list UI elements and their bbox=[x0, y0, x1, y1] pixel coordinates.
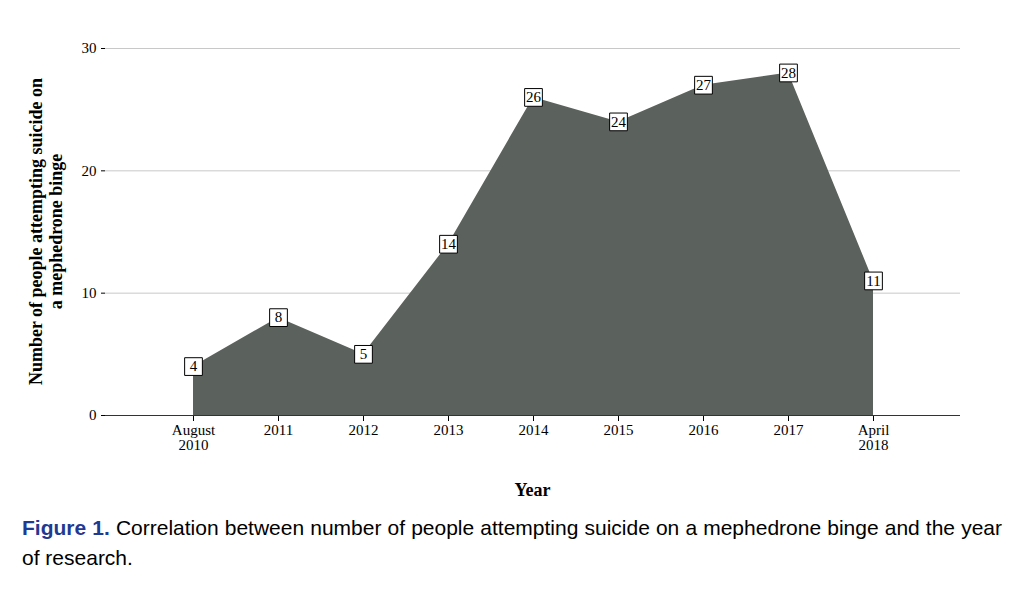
svg-text:Number of people attempting su: Number of people attempting suicide ona … bbox=[26, 78, 66, 385]
svg-text:4: 4 bbox=[190, 358, 198, 374]
svg-text:2015: 2015 bbox=[604, 422, 634, 438]
svg-text:5: 5 bbox=[360, 346, 368, 362]
svg-text:14: 14 bbox=[441, 236, 457, 252]
html-text:Figure 1. Correlation between: Figure 1. Correlation between number of … bbox=[22, 516, 1002, 569]
svg-text:August2010: August2010 bbox=[172, 422, 216, 453]
svg-text:Year: Year bbox=[515, 480, 551, 500]
svg-text:20: 20 bbox=[82, 163, 97, 179]
svg-text:April2018: April2018 bbox=[858, 422, 890, 453]
svg-text:27: 27 bbox=[696, 77, 712, 93]
svg-text:11: 11 bbox=[866, 273, 880, 289]
svg-text:24: 24 bbox=[611, 114, 627, 130]
svg-text:2014: 2014 bbox=[519, 422, 550, 438]
svg-text:2016: 2016 bbox=[689, 422, 720, 438]
svg-text:2013: 2013 bbox=[434, 422, 464, 438]
svg-text:2017: 2017 bbox=[774, 422, 805, 438]
svg-text:0: 0 bbox=[89, 407, 97, 423]
svg-text:8: 8 bbox=[275, 309, 283, 325]
svg-text:26: 26 bbox=[526, 89, 542, 105]
svg-text:2012: 2012 bbox=[349, 422, 379, 438]
svg-text:2011: 2011 bbox=[264, 422, 293, 438]
svg-text:28: 28 bbox=[781, 65, 796, 81]
svg-text:30: 30 bbox=[82, 40, 97, 56]
svg-text:10: 10 bbox=[82, 285, 97, 301]
